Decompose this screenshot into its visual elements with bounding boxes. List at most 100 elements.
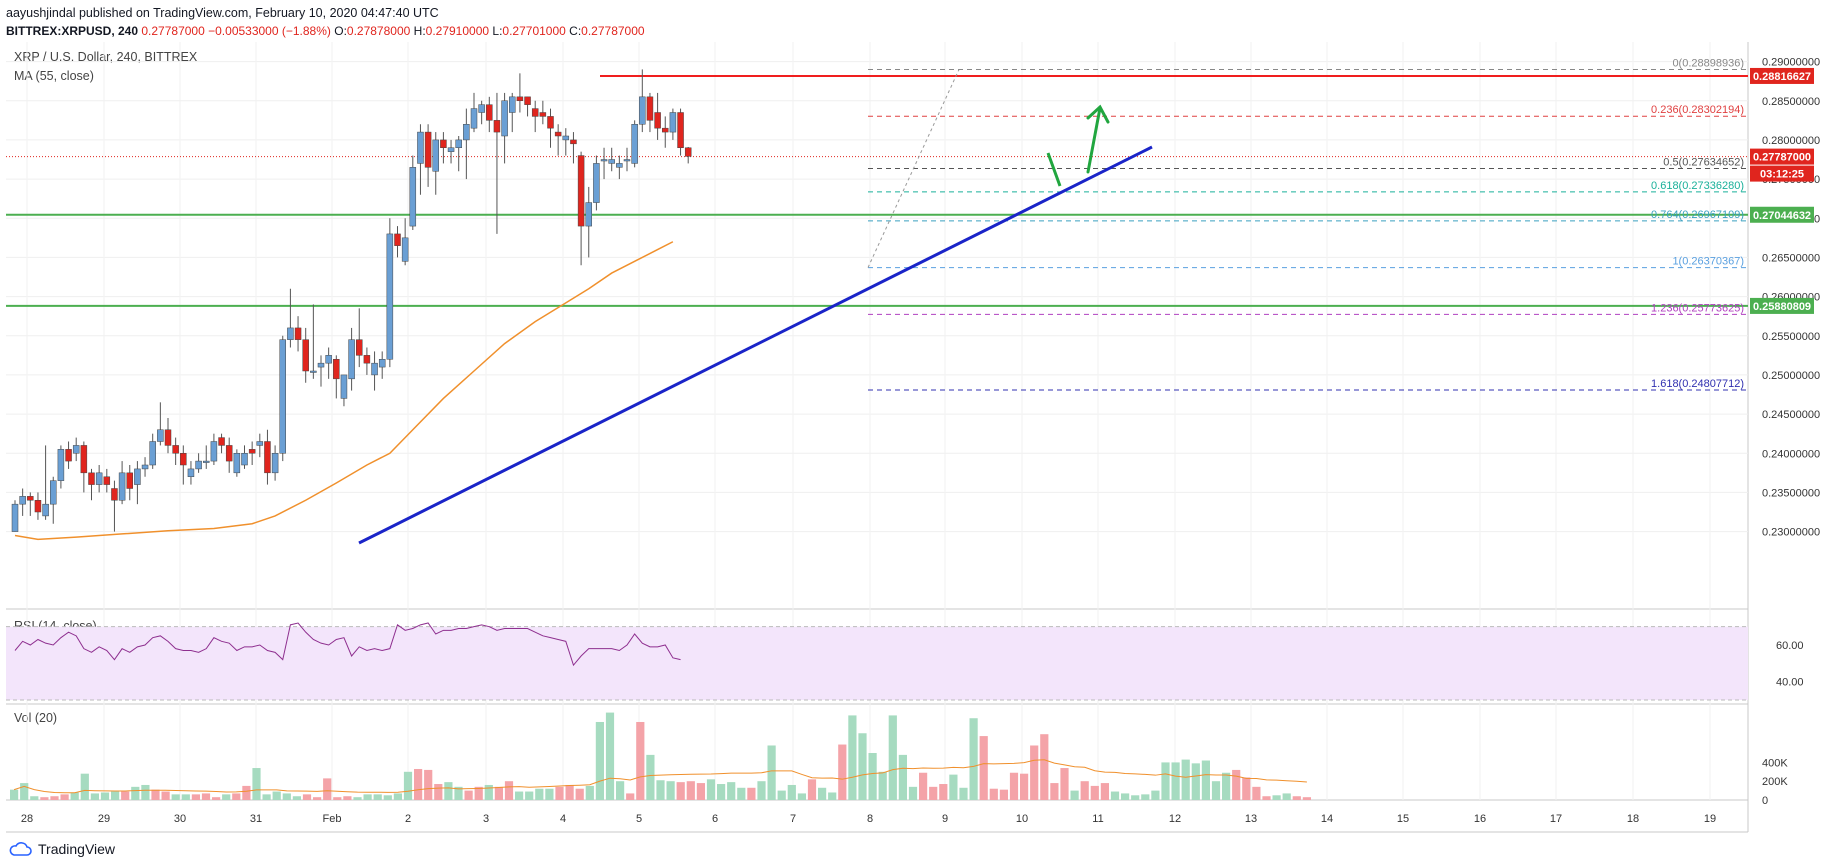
candle-body (57, 449, 65, 481)
volume-pane (10, 712, 1311, 800)
volume-bar (848, 715, 857, 800)
tradingview-logo[interactable]: TradingView (8, 841, 115, 857)
x-tick-label: 4 (560, 813, 566, 825)
volume-bar (1009, 772, 1019, 800)
x-tick-label: 13 (1245, 813, 1257, 825)
candle-body (88, 472, 95, 485)
volume-bar (646, 754, 655, 800)
volume-bar (1020, 773, 1029, 800)
candle-body (256, 441, 264, 446)
volume-bar (757, 781, 766, 800)
volume-bar (70, 792, 79, 800)
volume-bar (1151, 790, 1160, 800)
levels: 0(0.28898936) 0.236(0.28302194) 0.5(0.2763… (6, 58, 1748, 391)
volume-bar (515, 791, 524, 800)
fib-label-0: 0(0.28898936) (1672, 58, 1744, 70)
candle-body (524, 96, 531, 105)
rsi-tick-label: 60.00 (1776, 640, 1804, 652)
x-tick-label: 12 (1169, 813, 1181, 825)
volume-bar (565, 784, 574, 800)
candle-body (180, 453, 187, 466)
candle-body (585, 202, 592, 227)
resistance-price-label: 0.28816627 (1753, 71, 1811, 83)
volume-bar (1141, 794, 1150, 800)
x-tick-label: 2 (405, 813, 411, 825)
volume-bar (999, 789, 1008, 800)
candle-body (34, 500, 42, 513)
candle-body (141, 464, 149, 470)
pullback-arrow (1046, 152, 1062, 187)
volume-bar (151, 789, 160, 800)
candle-body (424, 131, 432, 168)
volume-bar (1060, 768, 1069, 800)
chart-header: aayushjindal published on TradingView.co… (6, 4, 645, 40)
current-price-label: 0.27787000 (1753, 152, 1811, 164)
volume-bar (767, 745, 776, 800)
fib-label-0.236: 0.236(0.28302194) (1651, 104, 1744, 116)
volume-bar (222, 794, 231, 800)
volume-bar (737, 787, 746, 800)
candle-body (501, 100, 508, 137)
candle-body (470, 108, 478, 129)
candle-body (164, 429, 172, 446)
volume-bar (555, 786, 564, 800)
volume-bar (80, 773, 89, 800)
y-tick-label: 0.24500000 (1762, 409, 1820, 421)
candle-body (554, 131, 562, 137)
candle-body (80, 445, 88, 474)
last-price: 0.27787000 (141, 24, 205, 38)
fib-anchor-line (867, 69, 960, 268)
volume-bar (1121, 793, 1130, 800)
ascending-trendline (358, 145, 1153, 545)
candle-body (279, 339, 286, 454)
fib-label-1: 1(0.26370367) (1672, 256, 1744, 268)
ma55-line (14, 241, 674, 541)
volume-tick-label: 200K (1762, 776, 1788, 788)
volume-bar (141, 784, 150, 800)
volume-bar (535, 788, 544, 800)
volume-bar (504, 781, 514, 800)
x-tick-label: 15 (1397, 813, 1409, 825)
candle-body (432, 139, 439, 172)
x-tick-label: 17 (1550, 813, 1562, 825)
support2-price-tag (1750, 297, 1814, 314)
volume-bar (939, 784, 948, 800)
volume-bar (212, 797, 221, 800)
x-tick-label: 18 (1627, 813, 1639, 825)
candle-body (218, 437, 225, 446)
price-change: −0.00533000 (−1.88%) (208, 24, 331, 38)
moving-average (14, 241, 674, 541)
volume-bar (1110, 791, 1120, 800)
volume-bar (717, 784, 726, 800)
volume-bar (262, 794, 271, 800)
fib-label-0.618: 0.618(0.27336280) (1651, 180, 1744, 192)
volume-bar (1302, 797, 1311, 800)
volume-bar (1040, 734, 1049, 800)
ma-title: MA (55, close) (14, 69, 94, 83)
volume-bar (313, 797, 322, 800)
volume-ma-line (13, 759, 1307, 794)
candle-body (386, 233, 394, 360)
support1-price-label: 0.27044632 (1753, 210, 1811, 222)
volume-bar (636, 721, 645, 800)
candle-body (677, 112, 684, 148)
volume-bar (403, 771, 413, 800)
volume-bar (252, 768, 261, 800)
candle-body (378, 359, 386, 368)
volume-bar (1282, 793, 1291, 800)
candle-body (203, 460, 210, 463)
candle-body (72, 445, 80, 454)
volume-bar (1191, 763, 1200, 800)
x-tick-label: 9 (942, 813, 948, 825)
candle-body (294, 327, 302, 340)
candle-body (356, 339, 363, 356)
candle-body (103, 476, 111, 485)
candle-body (248, 449, 256, 454)
candle-body (486, 104, 493, 121)
volume-bar (878, 771, 887, 800)
candle-body (478, 104, 485, 113)
candle-body (493, 120, 501, 133)
volume-bar (818, 787, 827, 800)
volume-bar (343, 796, 352, 800)
